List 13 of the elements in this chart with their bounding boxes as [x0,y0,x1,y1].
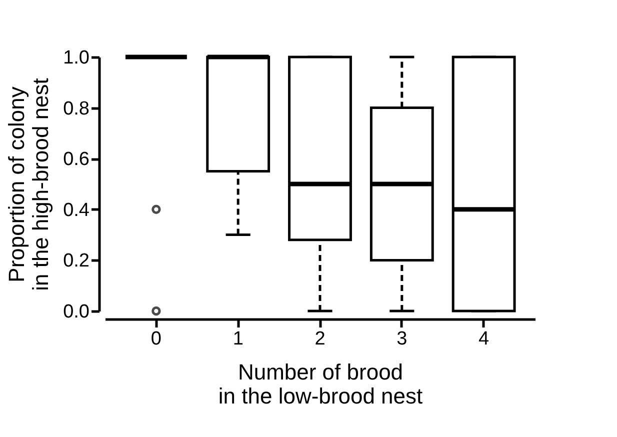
y-tick-label: 0.2 [63,250,90,272]
x-tick-label: 1 [232,328,244,350]
y-tick-label: 0.8 [63,98,90,120]
x-tick-label: 2 [314,328,326,350]
x-tick-label: 0 [150,328,162,350]
x-tick-label: 4 [478,328,490,350]
y-tick-label: 0.6 [63,149,90,170]
y-tick-label: 1.0 [63,48,90,68]
x-axis-title: Number of brood in the low-brood nest [218,360,423,408]
y-axis-title: Proportion of colony in the high-brood nest [4,78,54,291]
x-tick-label: 3 [396,328,408,350]
y-tick-label: 0.4 [63,200,90,221]
y-tick-label: 0.0 [63,302,90,322]
